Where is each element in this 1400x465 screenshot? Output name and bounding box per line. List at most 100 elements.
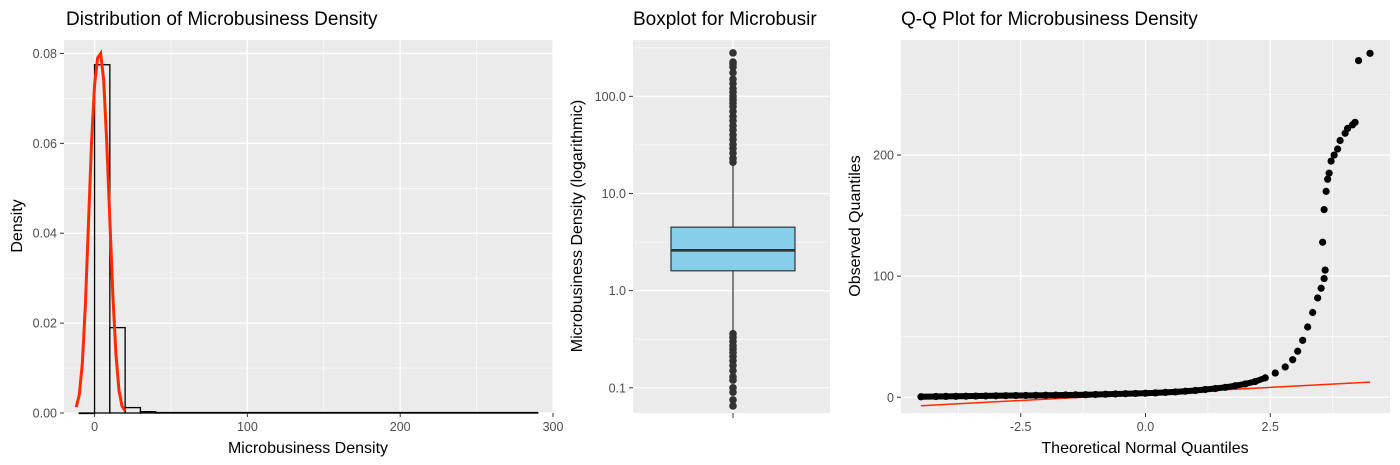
qq-point-0 (917, 393, 925, 401)
qq-point-44 (1320, 274, 1328, 283)
qq-point-31 (1231, 382, 1239, 390)
boxplot-outlier-high-24 (729, 49, 737, 57)
qq-x-axis-title: Theoretical Normal Quantiles (1041, 440, 1248, 457)
qq-point-54 (1336, 136, 1344, 145)
histogram-y-tick-label-0: 0.00 (33, 407, 57, 421)
qq-point-21 (1131, 389, 1140, 398)
qq-point-59 (1354, 56, 1363, 65)
histogram-x-ticks: 0 100 200 300 (91, 413, 563, 434)
qq-point-8 (1002, 392, 1010, 400)
qq-point-36 (1281, 363, 1289, 371)
qq-y-axis-title: Observed Quantiles (847, 155, 864, 296)
density-curve (74, 49, 127, 412)
histogram-y-tick-label-3: 0.06 (33, 137, 57, 151)
qq-point-49 (1324, 175, 1332, 183)
boxplot-outlier-low-11 (729, 376, 737, 384)
qq-point-22 (1141, 389, 1150, 397)
histogram-y-ticks: 0.00 0.02 0.04 0.06 0.08 (33, 47, 64, 421)
boxplot-iqr-box (670, 226, 796, 272)
boxplot-outliers (729, 49, 737, 410)
boxplot-y-tick-label-0: 0.1 (609, 381, 626, 395)
histogram-x-tick-label-2: 200 (390, 420, 411, 434)
qq-point-51 (1327, 157, 1335, 165)
qq-point-41 (1309, 308, 1317, 317)
qq-point-38 (1294, 347, 1302, 355)
qq-y-tick-label-1: 100 (873, 270, 894, 284)
qq-point-34 (1261, 374, 1269, 382)
qq-panel: Q-Q Plot for Microbusiness Density -2.5 0… (847, 9, 1390, 457)
boxplot-outlier-low-13 (729, 388, 737, 397)
qq-point-3 (952, 392, 960, 400)
qq-point-12 (1042, 391, 1050, 399)
boxplot-outlier-low-9 (729, 366, 737, 375)
boxplot-title: Boxplot for Microbusir (633, 9, 817, 30)
boxplot-y-axis-title: Microbusiness Density (logarithmic) (569, 100, 586, 353)
qq-point-13 (1052, 391, 1060, 399)
qq-point-30 (1221, 383, 1229, 391)
boxplot-outlier-high-19 (729, 75, 737, 84)
qq-point-5 (972, 392, 980, 400)
qq-point-25 (1171, 388, 1180, 396)
qq-point-45 (1321, 266, 1329, 274)
histogram-x-axis-title: Microbusiness Density (228, 440, 388, 457)
qq-point-4 (962, 392, 970, 400)
histogram-y-tick-label-4: 0.08 (33, 47, 57, 61)
qq-point-37 (1289, 356, 1297, 364)
histogram-y-tick-label-1: 0.02 (33, 317, 57, 331)
qq-point-32 (1241, 380, 1249, 388)
qq-point-19 (1111, 390, 1120, 398)
qq-point-11 (1032, 391, 1040, 399)
histogram-y-axis-title: Density (9, 199, 26, 252)
qq-point-29 (1211, 384, 1219, 393)
histogram-panel: Distribution of Microbusiness Density 0 1… (9, 9, 563, 457)
histogram-x-tick-label-3: 300 (543, 420, 564, 434)
boxplot-box (670, 163, 796, 332)
qq-point-46 (1319, 238, 1327, 246)
qq-point-48 (1322, 187, 1330, 195)
qq-point-17 (1092, 390, 1100, 399)
qq-point-56 (1343, 124, 1352, 133)
qq-point-26 (1181, 387, 1190, 395)
qq-x-tick-label-2: 2.5 (1262, 420, 1279, 434)
histogram-bar-5 (155, 411, 539, 414)
histogram-plot-background (64, 40, 553, 413)
qq-point-20 (1121, 390, 1130, 398)
qq-point-40 (1304, 323, 1312, 331)
qq-point-33 (1251, 377, 1259, 386)
qq-point-10 (1022, 391, 1030, 400)
qq-y-ticks: 0 100 200 (873, 149, 901, 405)
qq-point-53 (1334, 145, 1342, 153)
qq-title: Q-Q Plot for Microbusiness Density (901, 9, 1198, 30)
qq-x-tick-label-0: -2.5 (1010, 420, 1032, 434)
boxplot-y-tick-label-1: 1.0 (609, 284, 626, 298)
qq-point-47 (1320, 205, 1328, 214)
boxplot-y-tick-label-3: 100.0 (595, 90, 626, 104)
histogram-x-tick-label-0: 0 (91, 420, 98, 434)
qq-point-58 (1351, 118, 1359, 126)
qq-point-27 (1191, 386, 1199, 395)
qq-x-ticks: -2.5 0.0 2.5 (1010, 413, 1279, 434)
qq-point-42 (1314, 294, 1322, 302)
boxplot-y-tick-label-2: 10.0 (602, 187, 626, 201)
qq-y-tick-label-2: 200 (873, 149, 894, 163)
qq-point-52 (1330, 151, 1338, 159)
qq-point-60 (1366, 49, 1374, 57)
qq-point-35 (1271, 369, 1279, 377)
boxplot-outlier-low-14 (729, 396, 737, 404)
qq-point-18 (1101, 390, 1110, 398)
qq-point-7 (992, 392, 1000, 400)
qq-point-6 (982, 392, 990, 400)
boxplot-outlier-high-23 (729, 58, 737, 66)
qq-point-15 (1072, 391, 1080, 399)
boxplot-outlier-low-8 (729, 361, 737, 370)
histogram-y-tick-label-2: 0.04 (33, 227, 57, 241)
qq-point-39 (1299, 336, 1307, 344)
boxplot-panel: Boxplot for Microbusir 0.1 1.0 10.0 100.0 M… (569, 9, 830, 437)
qq-point-28 (1201, 385, 1209, 394)
boxplot-y-ticks: 0.1 1.0 10.0 100.0 (595, 90, 633, 395)
qq-point-24 (1161, 388, 1170, 397)
boxplot-outlier-low-15 (729, 402, 737, 410)
qq-y-tick-label-0: 0 (887, 391, 894, 405)
